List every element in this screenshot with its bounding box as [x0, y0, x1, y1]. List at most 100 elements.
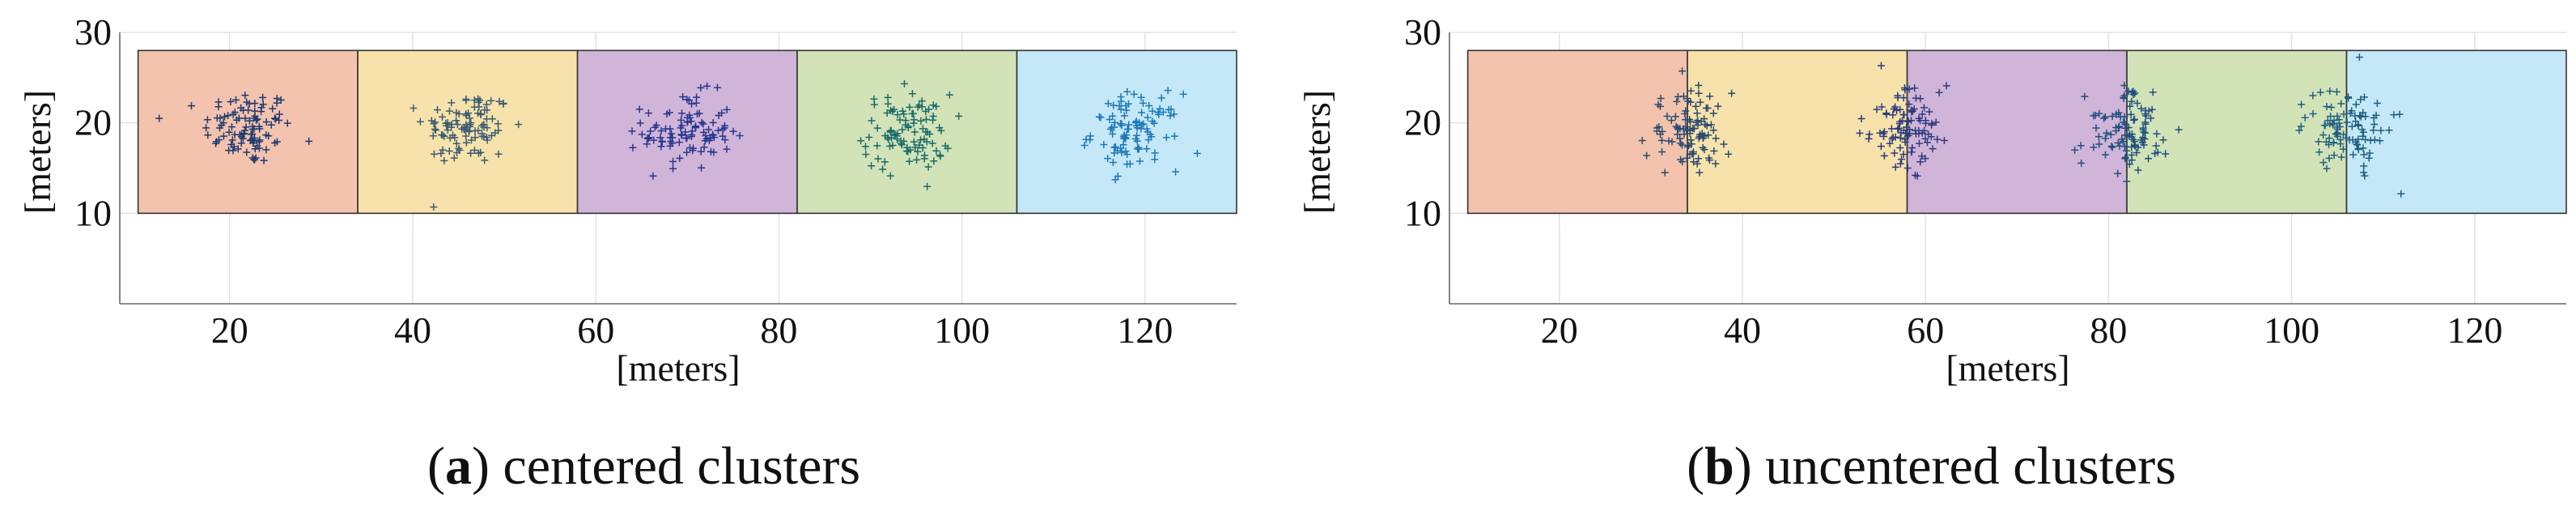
- point: [2360, 93, 2368, 101]
- point: [2081, 92, 2089, 100]
- point: [652, 122, 660, 130]
- point: [2358, 126, 2366, 134]
- point: [1179, 90, 1187, 98]
- point: [262, 118, 270, 126]
- point: [2332, 130, 2340, 139]
- point: [1911, 84, 1919, 92]
- point: [678, 109, 686, 117]
- point: [248, 130, 257, 139]
- point: [1638, 137, 1646, 145]
- zone-rect: [2126, 49, 2348, 215]
- point: [2120, 143, 2128, 151]
- axes: [119, 32, 1237, 305]
- point: [431, 126, 439, 134]
- point: [889, 107, 897, 115]
- point: [1910, 104, 1918, 113]
- point: [2129, 91, 2137, 99]
- point: [1657, 94, 1665, 102]
- point: [227, 123, 236, 131]
- point: [1703, 122, 1711, 130]
- point: [305, 137, 313, 145]
- point: [1893, 106, 1901, 114]
- point: [1133, 137, 1141, 145]
- point: [219, 119, 227, 127]
- point: [1686, 116, 1694, 124]
- point: [1898, 156, 1906, 164]
- point: [885, 135, 893, 143]
- point: [234, 145, 242, 153]
- x-tick-label: 60: [577, 309, 614, 351]
- point: [1673, 97, 1681, 105]
- point: [1683, 143, 1691, 151]
- axes: [1449, 32, 2566, 305]
- point: [2131, 89, 2139, 97]
- point: [237, 139, 245, 147]
- point: [736, 131, 744, 139]
- point: [2124, 123, 2133, 131]
- point: [874, 155, 882, 163]
- point: [918, 103, 926, 111]
- point: [1896, 160, 1904, 168]
- point: [897, 137, 905, 145]
- point: [2343, 118, 2351, 126]
- point: [2360, 151, 2368, 159]
- point: [886, 127, 894, 135]
- point: [1725, 150, 1733, 158]
- point: [1927, 133, 1935, 141]
- point: [1117, 105, 1125, 113]
- point: [482, 100, 490, 109]
- point: [257, 108, 265, 116]
- point: [1940, 137, 1948, 145]
- point: [923, 138, 931, 146]
- point: [216, 114, 224, 122]
- point: [2102, 151, 2110, 159]
- point: [2100, 114, 2108, 122]
- point: [898, 141, 906, 149]
- point: [477, 110, 485, 118]
- point: [1710, 147, 1718, 155]
- point: [1135, 145, 1143, 153]
- point: [2349, 151, 2357, 159]
- point: [452, 139, 460, 147]
- point: [1691, 102, 1700, 110]
- point: [2071, 146, 2079, 154]
- point: [2366, 136, 2374, 144]
- point: [440, 156, 448, 164]
- point: [221, 113, 229, 121]
- point: [682, 134, 690, 143]
- point: [481, 156, 489, 164]
- point: [468, 136, 476, 144]
- point: [2090, 112, 2098, 120]
- point: [474, 95, 482, 103]
- point: [1894, 125, 1902, 133]
- point: [2107, 143, 2116, 151]
- point: [1918, 129, 1926, 137]
- point: [1704, 131, 1712, 139]
- point: [1925, 108, 1933, 116]
- point: [662, 125, 670, 133]
- point: [1891, 133, 1899, 141]
- point: [255, 144, 263, 152]
- point: [688, 100, 696, 108]
- x-tick-label: 120: [2447, 309, 2502, 351]
- point: [455, 144, 463, 152]
- point: [2360, 168, 2368, 177]
- point: [2139, 126, 2147, 134]
- point: [2348, 107, 2356, 115]
- point: [1122, 106, 1131, 114]
- point: [650, 136, 658, 144]
- point: [1684, 97, 1692, 105]
- point: [1116, 120, 1124, 128]
- point: [251, 112, 259, 120]
- point: [250, 136, 258, 144]
- point: [1857, 115, 1865, 123]
- point: [2321, 122, 2329, 130]
- point: [1080, 142, 1089, 150]
- cluster: [1638, 67, 1736, 177]
- point: [1682, 122, 1690, 130]
- point: [241, 92, 249, 100]
- point: [1658, 147, 1666, 156]
- point: [699, 120, 707, 128]
- point: [2328, 104, 2336, 112]
- point: [1720, 140, 1728, 148]
